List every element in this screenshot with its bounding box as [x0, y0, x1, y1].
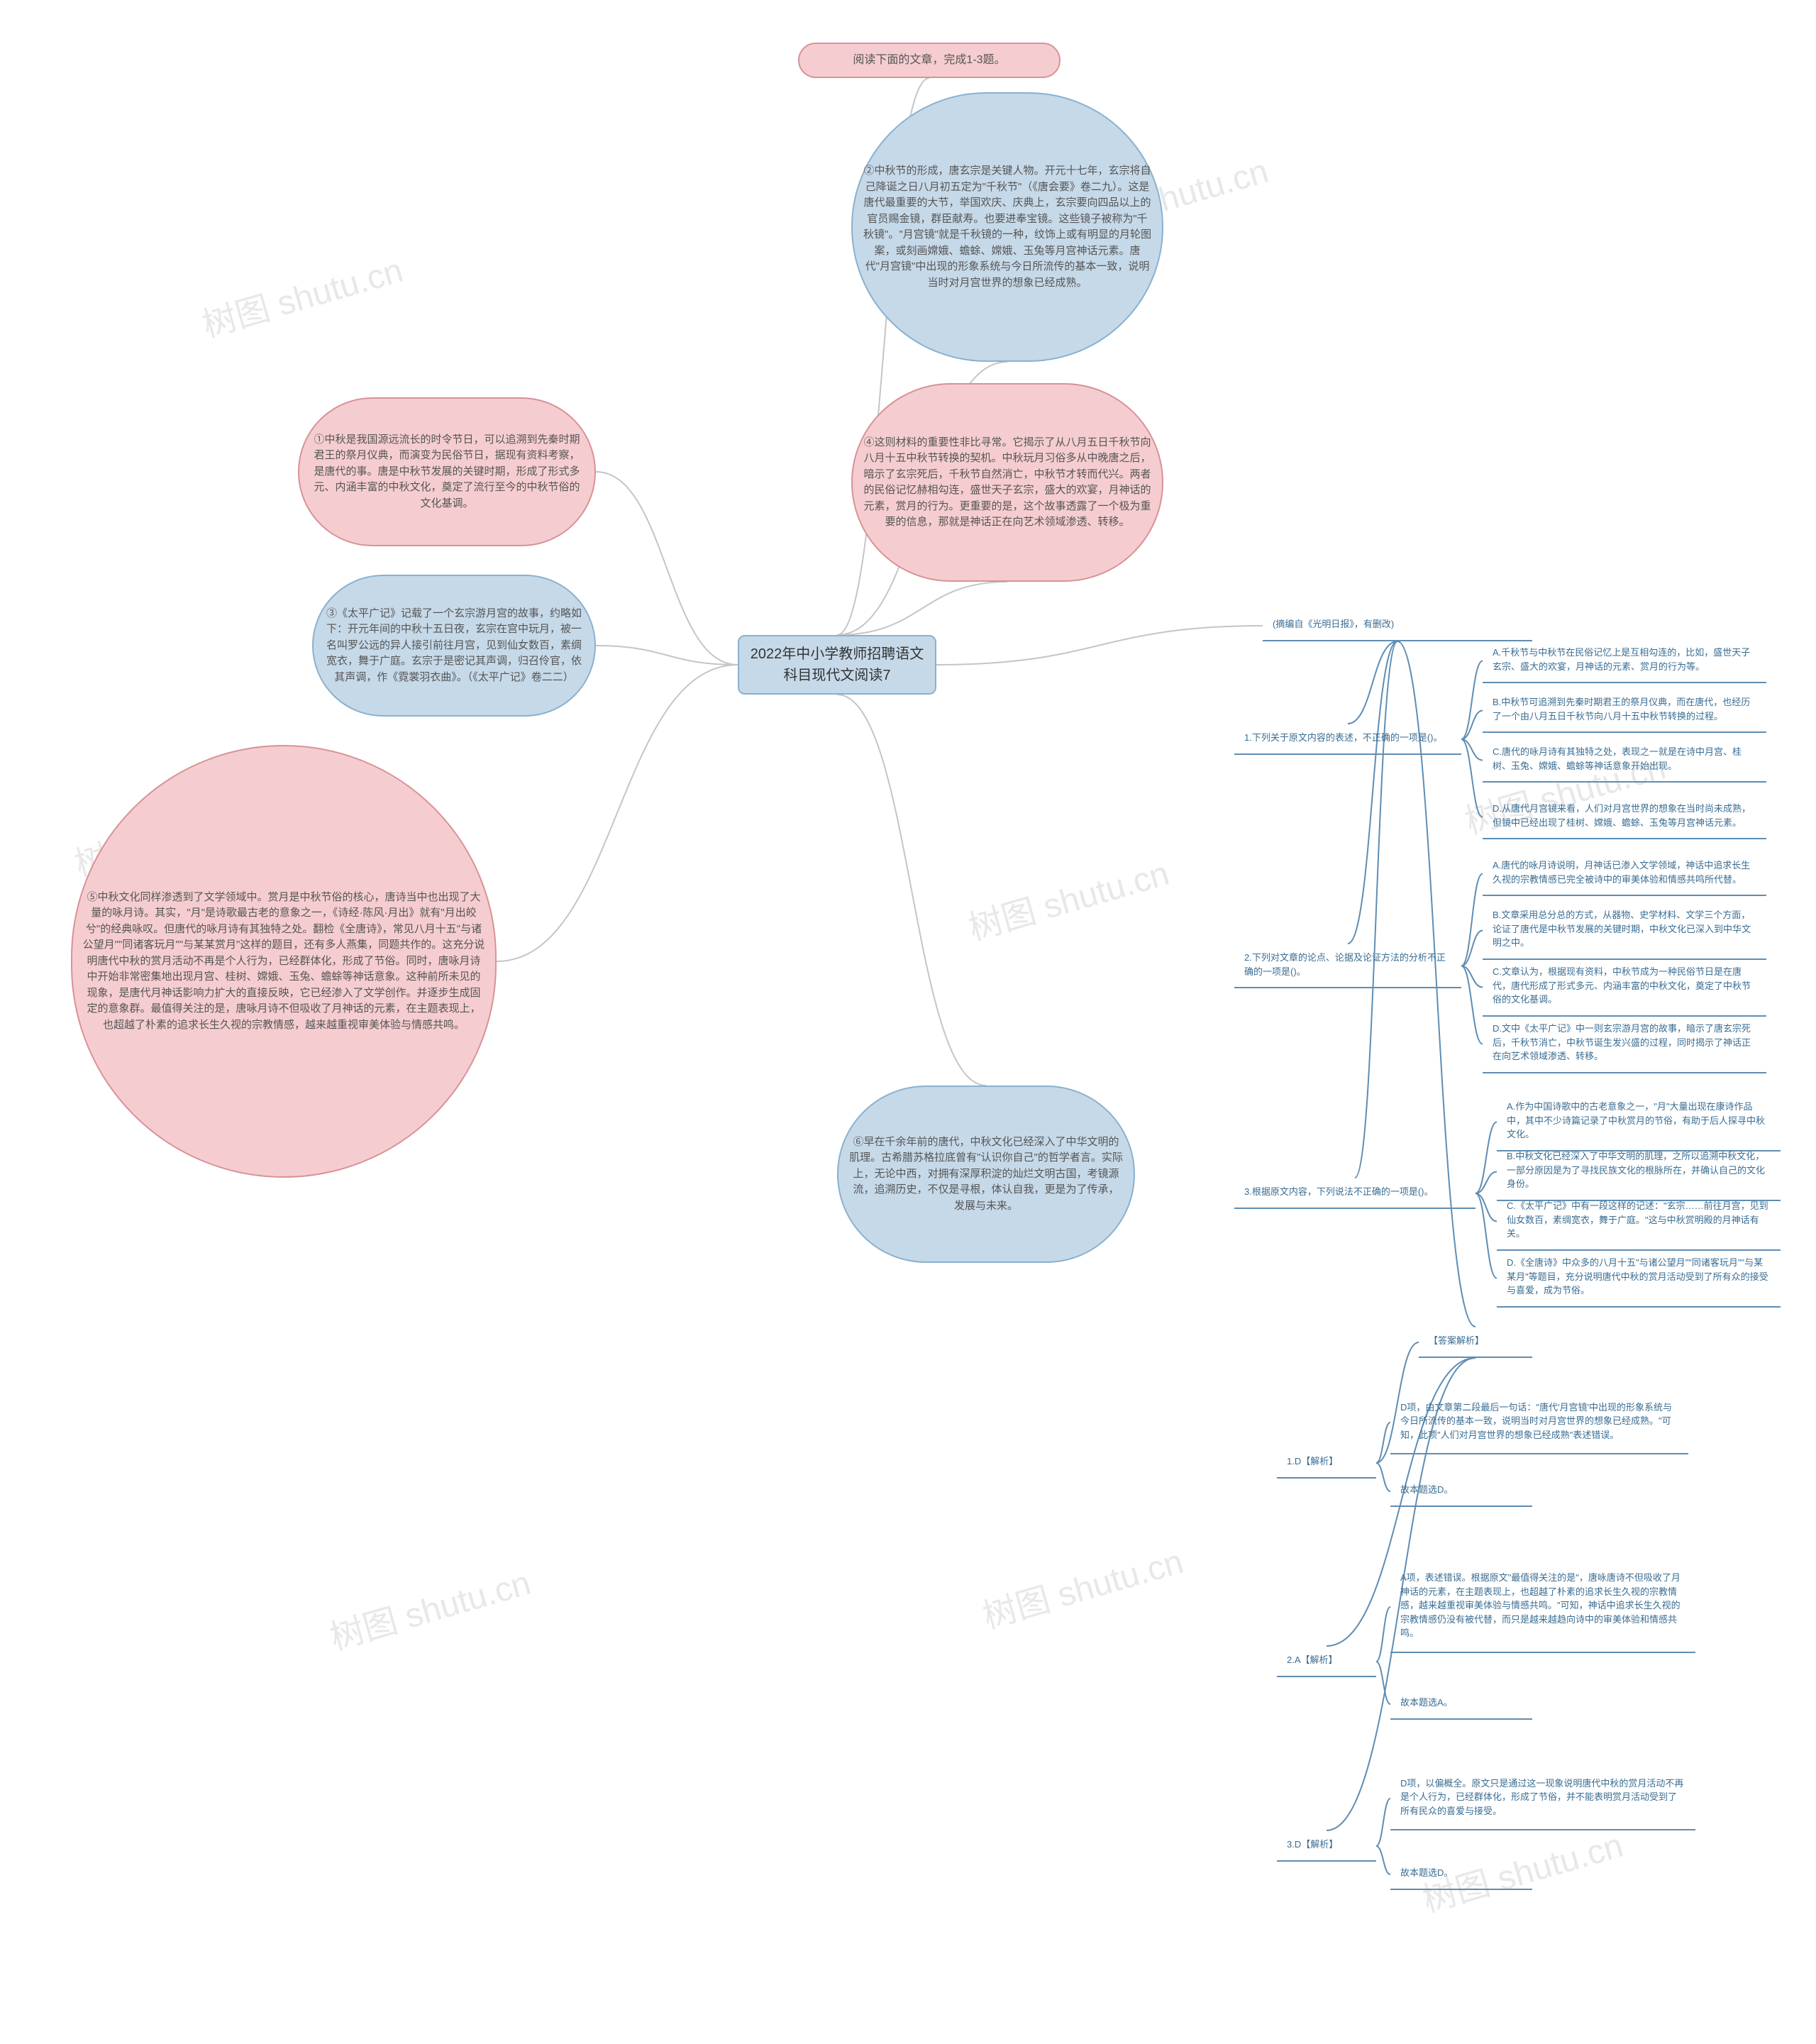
node-label: D.《全唐诗》中众多的八月十五"与诸公望月""同诸客玩月""与某某月"等题目，充… — [1497, 1249, 1781, 1305]
node-pink_big_right[interactable]: ④这则材料的重要性非比寻常。它揭示了从八月五日千秋节向八月十五中秋节转换的契机。… — [851, 383, 1163, 582]
node-label: A.作为中国诗歌中的古老意象之一，"月"大量出现在康诗作品中，其中不少诗篇记录了… — [1497, 1093, 1781, 1149]
node-label: D项，以偏概全。原文只是通过这一现象说明唐代中秋的赏月活动不再是个人行为，已经群… — [1390, 1769, 1695, 1825]
node-label: ⑥早在千余年前的唐代，中秋文化已经深入了中华文明的肌理。古希腊苏格拉底曾有"认识… — [838, 1127, 1134, 1222]
node-label: C.《太平广记》中有一段这样的记述："玄宗……前往月宫，见到仙女数百，素绸宽衣，… — [1497, 1192, 1781, 1248]
node-q2a[interactable]: A.唐代的咏月诗说明，月神话已渗入文学领域，神话中追求长生久视的宗教情感已完全被… — [1483, 851, 1766, 896]
edge — [1355, 641, 1397, 1178]
edge — [596, 646, 738, 665]
edge — [1376, 1463, 1390, 1491]
node-label: B.中秋文化已经深入了中华文明的肌理，之所以追溯中秋文化，一部分原因是为了寻找民… — [1497, 1142, 1781, 1198]
node-blue_left_1[interactable]: ③《太平广记》记载了一个玄宗游月宫的故事，约略如下：开元年间的中秋十五日夜，玄宗… — [312, 575, 596, 717]
node-label: D.文中《太平广记》中一则玄宗游月宫的故事，暗示了唐玄宗死后，千秋节消亡，中秋节… — [1483, 1015, 1766, 1071]
node-label: 2.A【解析】 — [1277, 1646, 1348, 1674]
node-label: C.文章认为，根据现有资料，中秋节成为一种民俗节日是在唐代，唐代形成了形式多元、… — [1483, 958, 1766, 1014]
edge — [1461, 931, 1483, 966]
node-label: A.千秋节与中秋节在民俗记忆上是互相勾连的，比如，盛世天子玄宗、盛大的欢宴，月神… — [1483, 639, 1766, 680]
node-label: ①中秋是我国源远流长的时令节日，可以追溯到先秦时期君王的祭月仪典，而演变为民俗节… — [299, 425, 594, 519]
node-q3[interactable]: 3.根据原文内容，下列说法不正确的一项是()。 — [1234, 1178, 1476, 1209]
node-blue_big_right[interactable]: ②中秋节的形成，唐玄宗是关键人物。开元十七年，玄宗将自己降诞之日八月初五定为"千… — [851, 92, 1163, 362]
node-label: (摘编自《光明日报》，有删改) — [1263, 610, 1404, 639]
node-label: ④这则材料的重要性非比寻常。它揭示了从八月五日千秋节向八月十五中秋节转换的契机。… — [853, 428, 1162, 538]
edge — [936, 626, 1263, 665]
edge — [837, 695, 986, 1085]
node-label: 2022年中小学教师招聘语文科目现代文阅读7 — [739, 636, 935, 693]
edge — [1376, 1607, 1390, 1662]
node-ex2_head[interactable]: 2.A【解析】 — [1277, 1646, 1376, 1677]
node-label: 故本题选D。 — [1390, 1476, 1463, 1504]
node-q3c[interactable]: C.《太平广记》中有一段这样的记述："玄宗……前往月宫，见到仙女数百，素绸宽衣，… — [1497, 1192, 1781, 1251]
node-center[interactable]: 2022年中小学教师招聘语文科目现代文阅读7 — [738, 635, 936, 695]
node-q1c[interactable]: C.唐代的咏月诗有其独特之处，表现之一就是在诗中月宫、桂树、玉兔、嫦娥、蟾蜍等神… — [1483, 738, 1766, 783]
node-label: A.唐代的咏月诗说明，月神话已渗入文学领域，神话中追求长生久视的宗教情感已完全被… — [1483, 851, 1766, 893]
node-ex2_a[interactable]: A项，表述错误。根据原文"最值得关注的是"，唐咏唐诗不但吸收了月神话的元素，在主… — [1390, 1561, 1695, 1653]
node-label: 1.D【解析】 — [1277, 1447, 1348, 1476]
node-label: A项，表述错误。根据原文"最值得关注的是"，唐咏唐诗不但吸收了月神话的元素，在主… — [1390, 1564, 1695, 1647]
edge — [1376, 1799, 1390, 1846]
node-ans_label[interactable]: 【答案解析】 — [1419, 1327, 1532, 1358]
edge — [1376, 1846, 1390, 1874]
node-label: 阅读下面的文章，完成1-3题。 — [843, 45, 1015, 76]
node-src[interactable]: (摘编自《光明日报》，有删改) — [1263, 610, 1532, 641]
edge — [1461, 874, 1483, 966]
node-label: 【答案解析】 — [1419, 1327, 1494, 1355]
edge — [596, 472, 738, 665]
edge — [1461, 711, 1483, 740]
node-label: 1.下列关于原文内容的表述，不正确的一项是()。 — [1234, 724, 1453, 752]
node-label: B.文章采用总分总的方式，从器物、史学材料、文学三个方面，论证了唐代是中秋节发展… — [1483, 901, 1766, 957]
node-ex1_head[interactable]: 1.D【解析】 — [1277, 1447, 1376, 1479]
node-ex3_head[interactable]: 3.D【解析】 — [1277, 1830, 1376, 1862]
node-pink_left_1[interactable]: ①中秋是我国源远流长的时令节日，可以追溯到先秦时期君王的祭月仪典，而演变为民俗节… — [298, 397, 596, 546]
node-label: D项，由文章第二段最后一句话："唐代'月宫镜'中出现的形象系统与今日所流传的基本… — [1390, 1393, 1688, 1449]
node-label: 2.下列对文章的论点、论据及论证方法的分析不正确的一项是()。 — [1234, 944, 1461, 985]
node-q2d[interactable]: D.文中《太平广记》中一则玄宗游月宫的故事，暗示了唐玄宗死后，千秋节消亡，中秋节… — [1483, 1015, 1766, 1073]
node-label: ②中秋节的形成，唐玄宗是关键人物。开元十七年，玄宗将自己降诞之日八月初五定为"千… — [853, 156, 1162, 298]
node-top_pink[interactable]: 阅读下面的文章，完成1-3题。 — [798, 43, 1061, 78]
edge — [1461, 661, 1483, 740]
edge — [1348, 641, 1397, 944]
node-label: C.唐代的咏月诗有其独特之处，表现之一就是在诗中月宫、桂树、玉兔、嫦娥、蟾蜍等神… — [1483, 738, 1766, 780]
node-label: 故本题选A。 — [1390, 1689, 1463, 1717]
node-label: 3.D【解析】 — [1277, 1830, 1348, 1859]
node-label: B.中秋节可追溯到先秦时期君王的祭月仪典，而在唐代，也经历了一个由八月五日千秋节… — [1483, 688, 1766, 730]
edge — [837, 582, 1007, 635]
node-q1[interactable]: 1.下列关于原文内容的表述，不正确的一项是()。 — [1234, 724, 1461, 755]
node-ex1_a[interactable]: D项，由文章第二段最后一句话："唐代'月宫镜'中出现的形象系统与今日所流传的基本… — [1390, 1391, 1688, 1454]
node-q2c[interactable]: C.文章认为，根据现有资料，中秋节成为一种民俗节日是在唐代，唐代形成了形式多元、… — [1483, 958, 1766, 1017]
node-ex3_a[interactable]: D项，以偏概全。原文只是通过这一现象说明唐代中秋的赏月活动不再是个人行为，已经群… — [1390, 1767, 1695, 1830]
node-label: ③《太平广记》记载了一个玄宗游月宫的故事，约略如下：开元年间的中秋十五日夜，玄宗… — [314, 599, 594, 693]
node-q2[interactable]: 2.下列对文章的论点、论据及论证方法的分析不正确的一项是()。 — [1234, 944, 1461, 988]
node-blue_bottom[interactable]: ⑥早在千余年前的唐代，中秋文化已经深入了中华文明的肌理。古希腊苏格拉底曾有"认识… — [837, 1085, 1135, 1263]
node-ex1_b[interactable]: 故本题选D。 — [1390, 1476, 1532, 1507]
node-q1b[interactable]: B.中秋节可追溯到先秦时期君王的祭月仪典，而在唐代，也经历了一个由八月五日千秋节… — [1483, 688, 1766, 733]
node-q3d[interactable]: D.《全唐诗》中众多的八月十五"与诸公望月""同诸客玩月""与某某月"等题目，充… — [1497, 1249, 1781, 1308]
node-pink_huge_left[interactable]: ⑤中秋文化同样渗透到了文学领域中。赏月是中秋节俗的核心，唐诗当中也出现了大量的咏… — [71, 745, 497, 1178]
node-label: 3.根据原文内容，下列说法不正确的一项是()。 — [1234, 1178, 1444, 1206]
node-q1a[interactable]: A.千秋节与中秋节在民俗记忆上是互相勾连的，比如，盛世天子玄宗、盛大的欢宴，月神… — [1483, 639, 1766, 683]
node-ex3_b[interactable]: 故本题选D。 — [1390, 1859, 1532, 1890]
node-label: D.从唐代月宫镜来看，人们对月宫世界的想象在当时尚未成熟，但镜中已经出现了桂树、… — [1483, 795, 1766, 836]
node-q2b[interactable]: B.文章采用总分总的方式，从器物、史学材料、文学三个方面，论证了唐代是中秋节发展… — [1483, 901, 1766, 960]
node-q1d[interactable]: D.从唐代月宫镜来看，人们对月宫世界的想象在当时尚未成熟，但镜中已经出现了桂树、… — [1483, 795, 1766, 839]
node-label: ⑤中秋文化同样渗透到了文学领域中。赏月是中秋节俗的核心，唐诗当中也出现了大量的咏… — [72, 883, 495, 1041]
node-ex2_b[interactable]: 故本题选A。 — [1390, 1689, 1532, 1720]
node-label: 故本题选D。 — [1390, 1859, 1463, 1887]
